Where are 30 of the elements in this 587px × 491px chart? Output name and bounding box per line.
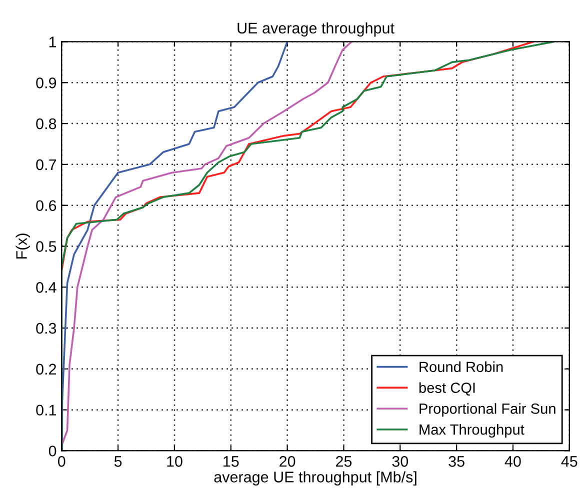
x-tick-label: 15 xyxy=(224,456,239,467)
x-tick-label: 30 xyxy=(392,456,408,467)
x-tick-label: 25 xyxy=(336,456,352,467)
x-tick-label: 0 xyxy=(58,456,66,467)
y-axis-title: F(x) xyxy=(16,234,30,259)
legend-label: Proportional Fair Sun xyxy=(420,403,556,417)
y-tick-label: 0.9 xyxy=(36,78,56,88)
y-tick-label: 1 xyxy=(49,36,56,48)
y-tick-label: 0.3 xyxy=(36,322,56,334)
x-tick-label: 20 xyxy=(280,456,296,467)
y-tick-label: 0.6 xyxy=(36,200,56,212)
y-tick-label: 0.1 xyxy=(36,404,56,416)
x-tick-label: 40 xyxy=(504,456,521,467)
legend-label: Round Robin xyxy=(420,361,503,372)
chart-title: UE average throughput xyxy=(238,22,394,37)
x-tick-label: 10 xyxy=(167,456,182,467)
y-tick-label: 0.5 xyxy=(36,241,56,252)
line-series xyxy=(62,42,353,444)
y-tick-label: 0.7 xyxy=(36,159,56,170)
y-tick-label: 0.4 xyxy=(36,282,56,293)
x-tick-label: 5 xyxy=(114,456,122,467)
y-tick-label: 0.8 xyxy=(36,118,56,130)
x-tick-label: 45 xyxy=(561,456,578,467)
x-tick-label: 35 xyxy=(448,456,464,467)
x-axis-title: average UE throughput [Mb/s] xyxy=(214,471,416,486)
legend-label: Max Throughput xyxy=(420,424,524,438)
y-tick-label: 0.2 xyxy=(36,364,56,375)
y-tick-label: 0 xyxy=(48,446,56,456)
line-series xyxy=(62,42,534,272)
legend-label: best CQI xyxy=(419,382,475,396)
